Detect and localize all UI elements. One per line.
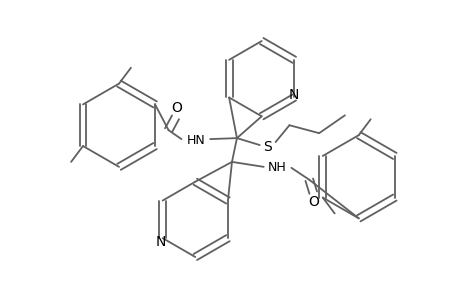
- Text: S: S: [263, 140, 271, 154]
- Text: O: O: [307, 194, 318, 208]
- Text: N: N: [155, 235, 166, 249]
- Text: O: O: [171, 101, 182, 116]
- Text: HN: HN: [186, 134, 205, 147]
- Text: NH: NH: [268, 161, 286, 174]
- Text: N: N: [287, 88, 298, 101]
